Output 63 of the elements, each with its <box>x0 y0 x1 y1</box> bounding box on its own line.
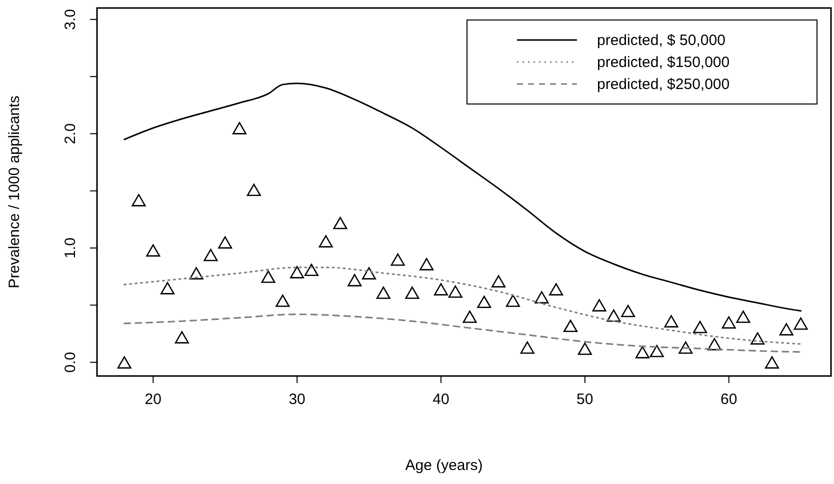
legend-label: predicted, $250,000 <box>597 76 730 93</box>
x-tick-label: 20 <box>144 391 162 408</box>
point <box>218 236 232 249</box>
legend-label: predicted, $ 50,000 <box>597 32 726 49</box>
point <box>621 304 636 318</box>
point <box>549 283 564 296</box>
point <box>261 270 276 283</box>
point <box>405 286 420 299</box>
point <box>318 235 333 248</box>
y-tick-label: 0.0 <box>62 352 79 373</box>
point <box>333 216 348 230</box>
point <box>448 285 462 298</box>
point <box>246 184 261 196</box>
point <box>348 274 362 286</box>
point <box>606 309 621 322</box>
x-axis-title: Age (years) <box>405 457 483 474</box>
point <box>362 267 376 280</box>
point <box>750 332 765 345</box>
point <box>420 258 434 270</box>
x-tick-label: 60 <box>720 391 738 408</box>
point <box>707 338 722 350</box>
point <box>434 283 448 296</box>
point <box>506 294 520 307</box>
point <box>764 356 779 369</box>
point <box>232 122 246 134</box>
point <box>534 291 549 304</box>
point <box>678 341 693 354</box>
x-tick-label: 30 <box>288 391 306 408</box>
legend-label: predicted, $150,000 <box>597 54 730 71</box>
point <box>592 299 606 312</box>
point <box>492 275 506 288</box>
point <box>650 344 664 358</box>
point <box>779 323 794 336</box>
point <box>664 315 678 328</box>
point <box>276 294 290 307</box>
point <box>736 310 750 323</box>
x-tick-label: 50 <box>576 391 594 408</box>
point <box>578 342 592 355</box>
point <box>146 244 160 257</box>
point <box>520 341 534 354</box>
point <box>117 356 132 369</box>
point <box>376 286 390 299</box>
point <box>132 194 146 206</box>
point <box>189 267 204 280</box>
point <box>693 320 708 334</box>
y-tick-label: 1.0 <box>62 238 79 258</box>
point <box>390 253 405 266</box>
point <box>160 282 175 294</box>
y-tick-label: 3.0 <box>62 9 79 30</box>
point <box>304 264 318 276</box>
point <box>477 296 492 308</box>
point <box>462 310 477 323</box>
point <box>174 331 189 344</box>
point <box>204 248 218 262</box>
line-series <box>124 266 802 345</box>
point <box>722 316 736 329</box>
point <box>794 317 808 330</box>
point <box>635 346 650 358</box>
y-tick-label: 2.0 <box>62 123 79 144</box>
y-axis-title: Prevalence / 1000 applicants <box>6 96 23 288</box>
point <box>563 320 578 332</box>
x-tick-label: 40 <box>432 391 450 408</box>
point <box>290 266 304 278</box>
